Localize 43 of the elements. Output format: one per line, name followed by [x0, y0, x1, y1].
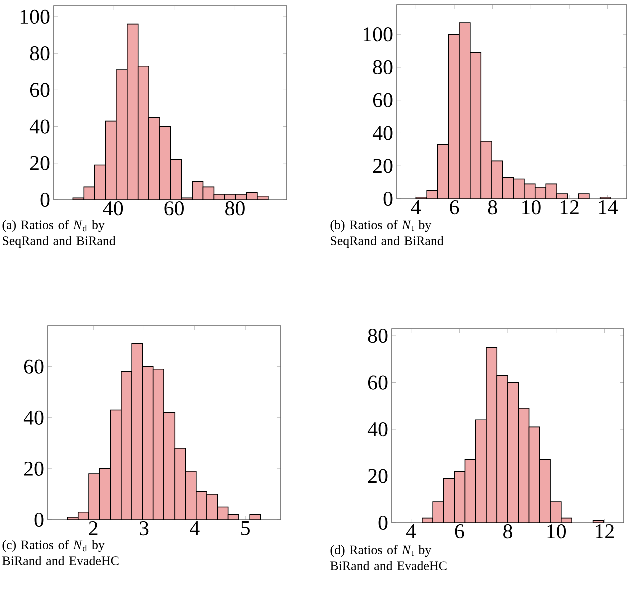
y-tick-label: 80 [373, 60, 393, 75]
x-tick-label: 6 [450, 200, 460, 215]
x-tick-label: 6 [455, 524, 464, 539]
y-tick-label: 40 [30, 120, 50, 134]
y-tick-label: 0 [40, 192, 50, 208]
y-tick-label: 0 [34, 512, 44, 528]
y-tick-label: 20 [373, 159, 393, 174]
y-tick-label: 40 [372, 126, 393, 140]
y-tick-label: 20 [30, 156, 50, 170]
y-tick-label: 0 [378, 516, 388, 530]
y-tick-label: 60 [368, 376, 388, 390]
y-tick-label: 100 [364, 28, 393, 42]
y-tick-label: 20 [24, 462, 44, 476]
x-tick-label: 12 [560, 200, 579, 214]
x-tick-label: 12 [596, 524, 614, 538]
x-tick-label: 80 [226, 202, 245, 216]
x-tick-label: 4 [190, 522, 200, 536]
x-tick-label: 4 [411, 200, 422, 214]
y-tick-label: 80 [30, 46, 50, 61]
text: (a) Ratios of N$_{d}$ by SeqRand and BiRand [2, 220, 116, 248]
y-tick-label: 100 [20, 10, 50, 24]
text: (d) Ratios of N$_{t}$ by BiRand and EvadeHC [330, 545, 447, 570]
x-tick-label: 2 [89, 522, 98, 536]
x-tick-label: 10 [522, 200, 541, 215]
x-tick-label: 14 [599, 200, 618, 214]
y-tick-label: 60 [30, 83, 50, 98]
text: (c) Ratios of N$_{d}$ by BiRand and EvadeHC [2, 540, 119, 566]
y-tick-label: 20 [368, 469, 388, 484]
y-tick-label: 0 [384, 192, 393, 206]
x-tick-label: 4 [406, 524, 416, 538]
x-tick-label: 60 [164, 202, 184, 216]
y-tick-label: 40 [24, 410, 44, 425]
x-tick-label: 3 [140, 522, 149, 536]
x-tick-label: 8 [504, 524, 512, 539]
y-tick-label: 60 [24, 360, 44, 374]
y-tick-label: 80 [368, 328, 388, 344]
x-tick-label: 10 [548, 524, 566, 539]
x-tick-label: 40 [103, 202, 124, 216]
x-tick-label: 5 [242, 522, 250, 536]
text: (b) Ratios of N$_{t}$ by SeqRand and BiRand [330, 220, 444, 248]
y-tick-label: 60 [373, 93, 393, 108]
x-tick-label: 8 [488, 200, 498, 215]
y-tick-label: 40 [368, 422, 388, 437]
